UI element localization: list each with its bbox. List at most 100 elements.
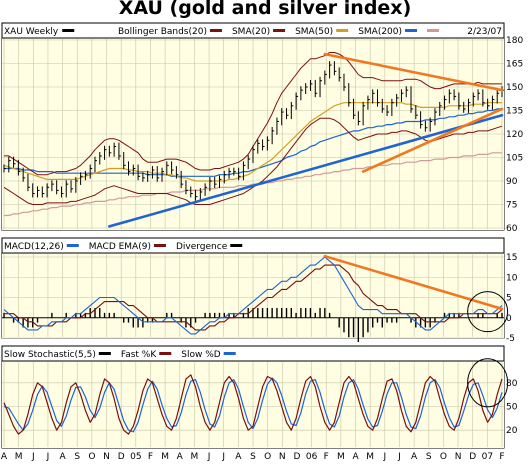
stoch-annotation-circle xyxy=(467,358,509,408)
legend-label: Slow %D xyxy=(181,350,220,360)
x-tick-label: N xyxy=(279,452,286,462)
x-tick-label: A xyxy=(352,452,359,462)
macd-line xyxy=(3,256,503,335)
legend-swatch xyxy=(98,352,111,355)
y-tick-label: -5 xyxy=(506,334,515,344)
macd-legend: MACD(12,26) MACD EMA(9) Divergence xyxy=(4,242,243,252)
price-y-axis: 60 75 90 105 120 135 150 165 180 xyxy=(506,36,523,234)
x-tick-label: M xyxy=(337,452,345,462)
legend-label: Slow Stochastic(5,5) xyxy=(4,350,96,360)
x-tick-label: D xyxy=(469,452,476,462)
price-legend: XAU Weekly Bollinger Bands(20) SMA(20) SMA(… xyxy=(4,27,502,37)
x-tick-label: S xyxy=(74,452,80,462)
x-tick-label: M xyxy=(191,452,199,462)
slow-d-line xyxy=(3,377,503,433)
x-tick-label: J xyxy=(397,452,401,462)
y-tick-label: 135 xyxy=(506,107,523,117)
legend-swatch xyxy=(153,244,166,247)
y-tick-label: 0 xyxy=(506,314,512,324)
y-tick-label: 5 xyxy=(506,294,512,304)
macd-series-group xyxy=(2,254,509,343)
x-tick-label: S xyxy=(250,452,256,462)
x-tick-label: J xyxy=(382,452,386,462)
x-tick-label: N xyxy=(455,452,462,462)
y-tick-label: 15 xyxy=(506,253,517,263)
legend-swatch xyxy=(62,29,75,32)
legend-label: SMA(50) xyxy=(295,27,333,37)
legend-label: Bollinger Bands(20) xyxy=(118,27,207,37)
legend-label: Fast %K xyxy=(121,350,157,360)
x-tick-label: O xyxy=(440,452,447,462)
x-tick-label: O xyxy=(264,452,271,462)
macd-signal-line xyxy=(4,264,503,331)
macd-gridlines xyxy=(2,254,504,339)
y-tick-label: 120 xyxy=(506,130,523,140)
x-axis-labels: A M J J A S O N D 05 F M A M J J A S O N D 06 F M A M J J A S O N D 07 F xyxy=(1,452,505,462)
x-tick-label: A xyxy=(1,452,8,462)
stoch-gridlines xyxy=(2,362,504,447)
x-tick-label: A xyxy=(177,452,184,462)
y-tick-label: 90 xyxy=(506,177,518,187)
x-tick-label: M xyxy=(366,452,374,462)
x-tick-label: 06 xyxy=(306,452,318,462)
y-tick-label: 20 xyxy=(506,426,518,436)
chart-title: XAU (gold and silver index) xyxy=(118,0,412,19)
x-tick-label: F xyxy=(148,452,153,462)
stoch-legend: Slow Stochastic(5,5) Fast %K Slow %D xyxy=(4,350,236,360)
legend-swatch xyxy=(427,29,440,32)
x-tick-label: J xyxy=(46,452,50,462)
x-tick-label: N xyxy=(103,452,110,462)
y-tick-label: 105 xyxy=(506,154,523,164)
trendline xyxy=(361,107,504,173)
x-tick-label: F xyxy=(324,452,329,462)
legend-swatch xyxy=(159,352,172,355)
legend-label: Divergence xyxy=(176,242,228,252)
y-tick-label: 150 xyxy=(506,83,523,93)
x-tick-label: J xyxy=(31,452,35,462)
macd-trendline xyxy=(323,254,504,311)
long-ma-line xyxy=(4,152,502,217)
y-tick-label: 60 xyxy=(506,224,518,234)
x-tick-label: A xyxy=(60,452,67,462)
x-tick-label: D xyxy=(293,452,300,462)
legend-swatch xyxy=(66,244,79,247)
legend-swatch xyxy=(209,29,222,32)
legend-symbol: XAU Weekly xyxy=(4,27,59,37)
y-tick-label: 10 xyxy=(506,273,518,283)
legend-label: MACD EMA(9) xyxy=(89,242,151,252)
legend-label: MACD(12,26) xyxy=(4,242,64,252)
y-tick-label: 75 xyxy=(506,201,517,211)
sma50-line xyxy=(3,102,502,182)
y-tick-label: 50 xyxy=(506,403,518,413)
x-tick-label: O xyxy=(88,452,95,462)
legend-label: SMA(200) xyxy=(358,27,402,37)
y-tick-label: 165 xyxy=(506,60,523,70)
x-tick-label: J xyxy=(221,452,225,462)
x-tick-label: 07 xyxy=(482,452,493,462)
legend-swatch xyxy=(273,29,286,32)
y-tick-label: 80 xyxy=(506,379,518,389)
x-tick-label: A xyxy=(411,452,418,462)
macd-annotation-circle xyxy=(467,291,509,333)
bollinger-lower-line xyxy=(3,117,503,205)
price-series-group xyxy=(3,52,504,228)
trendline xyxy=(323,52,504,92)
x-tick-label: F xyxy=(499,452,504,462)
stoch-y-axis: 20 50 80 xyxy=(506,379,518,436)
x-tick-label: M xyxy=(15,452,23,462)
legend-swatch xyxy=(223,352,236,355)
x-tick-label: M xyxy=(161,452,169,462)
y-tick-label: 180 xyxy=(506,36,523,46)
legend-swatch xyxy=(336,29,349,32)
legend-swatch xyxy=(405,29,418,32)
sma200-line xyxy=(4,108,502,177)
x-tick-label: 05 xyxy=(130,452,141,462)
legend-date: 2/23/07 xyxy=(467,27,502,37)
x-tick-label: D xyxy=(118,452,125,462)
x-tick-label: A xyxy=(235,452,242,462)
stoch-series-group xyxy=(3,358,509,435)
trendline xyxy=(108,113,504,228)
legend-swatch xyxy=(230,244,243,247)
legend-label: SMA(20) xyxy=(232,27,270,37)
